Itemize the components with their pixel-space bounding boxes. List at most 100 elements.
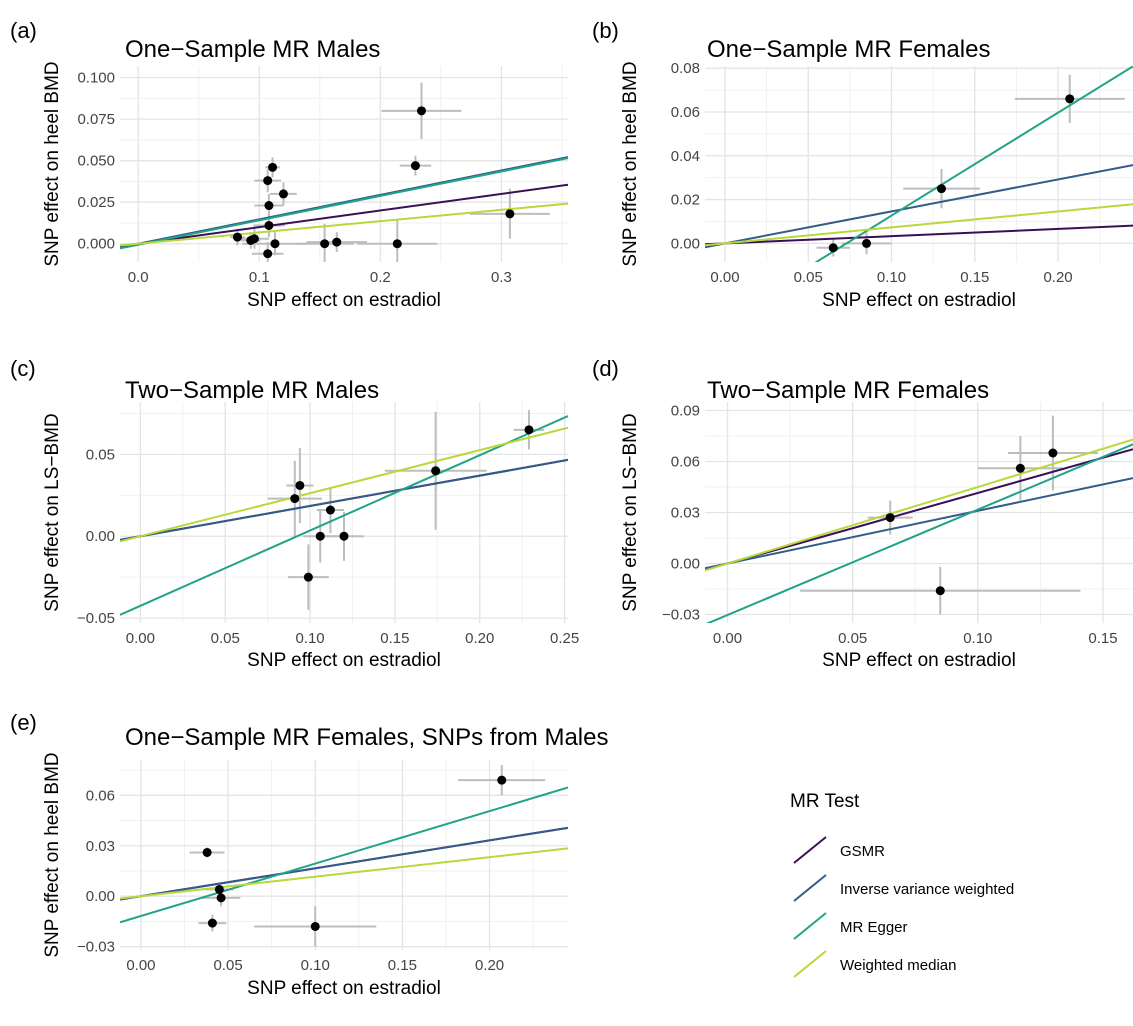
data-point — [278, 189, 288, 199]
panel-a: 0.0 0.1 0.2 0.3 0.000 0.025 0.050 0.075 0.100 (a)… — [10, 18, 568, 311]
x-tick-label: 0.10 — [963, 630, 992, 647]
data-point — [936, 184, 946, 194]
plot-area — [120, 765, 568, 947]
fit-line-weighted-median — [120, 202, 568, 247]
data-point — [1048, 448, 1058, 458]
data-point — [263, 176, 273, 186]
data-point — [216, 893, 226, 903]
x-tick-label: 0.10 — [877, 269, 906, 286]
legend-item-label: GSMR — [840, 843, 885, 860]
x-tick-label: 0.00 — [710, 269, 739, 286]
data-point — [431, 466, 441, 476]
legend-item-label: Inverse variance weighted — [840, 881, 1014, 898]
y-tick-label: 0.06 — [671, 454, 700, 471]
fit-line-weighted-median — [705, 438, 1133, 572]
y-axis-title: SNP effect on heel BMD — [42, 752, 63, 957]
x-tick-label: 0.10 — [301, 957, 330, 974]
data-point — [232, 232, 242, 242]
fit-line-inverse-variance-weighted — [120, 826, 568, 901]
x-tick-label: 0.05 — [794, 269, 823, 286]
y-tick-label: 0.08 — [671, 60, 700, 77]
panel-d: 0.00 0.05 0.10 0.15 −0.03 0.00 0.03 0.06 0.09 (d)… — [592, 356, 1133, 671]
x-axis-title: SNP effect on estradiol — [247, 650, 441, 671]
fit-line-mr-egger — [705, 443, 1133, 623]
panel-label: (e) — [10, 710, 37, 735]
data-point — [303, 572, 313, 582]
y-tick-label: 0.05 — [86, 446, 115, 463]
fit-line-inverse-variance-weighted — [120, 458, 568, 541]
panel-title: One−Sample MR Males — [125, 36, 380, 63]
x-tick-label: 0.10 — [295, 630, 324, 647]
legend-key-line — [793, 912, 827, 940]
data-point — [935, 586, 945, 596]
data-point — [339, 531, 349, 541]
data-point — [264, 201, 274, 211]
y-tick-label: 0.09 — [671, 403, 700, 420]
y-tick-label: 0.04 — [671, 148, 700, 165]
x-tick-label: 0.15 — [1088, 630, 1117, 647]
panel-label: (a) — [10, 18, 37, 43]
x-tick-label: 0.00 — [126, 957, 155, 974]
data-point — [320, 239, 330, 249]
data-point — [214, 884, 224, 894]
legend-key-line — [793, 836, 827, 864]
panel-label: (d) — [592, 356, 619, 381]
panel-label: (b) — [592, 18, 619, 43]
y-tick-label: 0.000 — [77, 236, 115, 253]
fit-line-weighted-median — [120, 847, 568, 900]
data-point — [1065, 94, 1075, 104]
panel-title: One−Sample MR Females, SNPs from Males — [125, 724, 608, 751]
y-tick-label: 0.06 — [671, 104, 700, 121]
x-tick-label: 0.00 — [713, 630, 742, 647]
x-tick-label: 0.05 — [211, 630, 240, 647]
y-axis-title: SNP effect on LS−BMD — [620, 413, 641, 611]
x-tick-label: 0.3 — [491, 269, 512, 286]
x-axis-title: SNP effect on estradiol — [247, 290, 441, 311]
y-tick-label: 0.00 — [86, 888, 115, 905]
fit-line-weighted-median — [120, 426, 568, 543]
x-tick-label: 0.20 — [475, 957, 504, 974]
data-point — [828, 243, 838, 253]
data-point — [392, 239, 402, 249]
y-tick-label: 0.00 — [671, 556, 700, 573]
fit-line-mr-egger — [120, 157, 568, 250]
x-tick-label: 0.2 — [370, 269, 391, 286]
x-axis-title: SNP effect on estradiol — [822, 290, 1016, 311]
data-point — [263, 249, 273, 259]
panel-title: Two−Sample MR Males — [125, 377, 379, 404]
data-point — [885, 513, 895, 523]
y-tick-label: −0.03 — [662, 607, 700, 624]
data-point — [264, 220, 274, 230]
x-tick-label: 0.20 — [465, 630, 494, 647]
legend-item-label: MR Egger — [840, 919, 908, 936]
plot-area — [120, 410, 568, 616]
fit-line-inverse-variance-weighted — [705, 164, 1133, 249]
plot-area — [705, 66, 1133, 262]
data-point — [268, 162, 278, 172]
y-tick-label: 0.00 — [671, 235, 700, 252]
y-axis-title: SNP effect on LS−BMD — [42, 413, 63, 611]
x-tick-label: 0.20 — [1043, 269, 1072, 286]
panel-label: (c) — [10, 356, 36, 381]
data-point — [310, 921, 320, 931]
y-axis-title: SNP effect on heel BMD — [42, 61, 63, 266]
x-tick-label: 0.15 — [380, 630, 409, 647]
fit-line-gsmr — [120, 183, 568, 248]
fit-line-mr-egger — [120, 786, 568, 924]
data-point — [290, 494, 300, 504]
data-point — [524, 425, 534, 435]
data-point — [270, 239, 280, 249]
y-tick-label: 0.075 — [77, 111, 115, 128]
fit-line-gsmr — [705, 224, 1133, 246]
y-tick-label: 0.03 — [86, 838, 115, 855]
x-tick-label: 0.15 — [388, 957, 417, 974]
legend: MR Test GSMR Inverse variance weighted MR E… — [790, 791, 1014, 978]
y-tick-label: 0.050 — [77, 153, 115, 170]
data-point — [295, 480, 305, 490]
data-point — [1015, 463, 1025, 473]
y-axis-title: SNP effect on heel BMD — [620, 61, 641, 266]
plot-area — [120, 82, 568, 262]
x-tick-label: 0.00 — [126, 630, 155, 647]
x-axis-title: SNP effect on estradiol — [247, 978, 441, 999]
